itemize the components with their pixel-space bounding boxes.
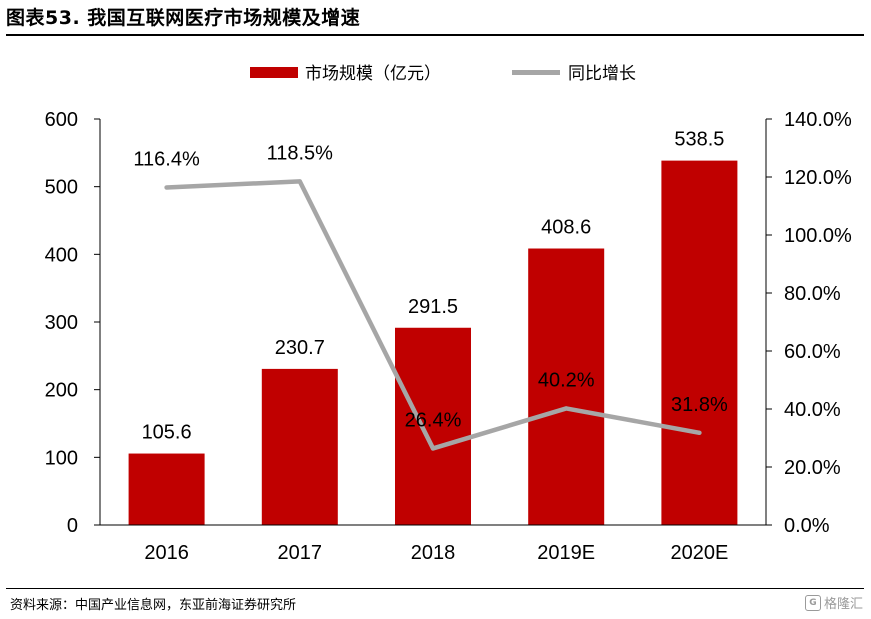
growth-point [697,430,702,435]
x-tick-label: 2017 [278,542,323,564]
bar [661,160,738,526]
y-left-tick-label: 600 [45,109,78,131]
legend-label-bar: 市场规模（亿元） [305,64,441,84]
growth-line-series [164,179,702,451]
bar [528,248,605,526]
y-right-tick-label: 20.0% [784,457,841,479]
growth-point [431,446,435,451]
title-rule [6,34,864,36]
chart: 市场规模（亿元） 同比增长 0 100 200 300 400 500 600 0.0% 20… [45,64,852,564]
y-left-tick-label: 500 [45,177,78,199]
bar-data-label: 230.7 [275,337,325,359]
bar-data-label: 105.6 [142,422,192,444]
growth-point [297,179,302,184]
bar-data-label: 408.6 [541,217,591,239]
legend-swatch-bar [250,67,298,78]
x-tick-label: 2020E [670,542,728,564]
bar [395,327,471,525]
source-rule [6,588,864,589]
watermark-logo-icon: G [804,594,821,611]
bar-data-label: 291.5 [408,296,458,318]
y-left-tick-label: 300 [45,312,78,334]
legend-label-line: 同比增长 [568,64,636,84]
figure-title: 图表53. 我国互联网医疗市场规模及增速 [6,7,361,29]
y-left-tick-label: 200 [45,380,78,402]
y-right-tick-label: 60.0% [784,341,841,363]
y-right-tick-label: 120.0% [784,167,852,189]
bar-series [128,160,738,526]
y-right-tick-label: 140.0% [784,109,852,131]
x-tick-label: 2016 [144,542,189,564]
bar [261,368,338,525]
legend: 市场规模（亿元） 同比增长 [250,64,636,84]
growth-point [564,406,569,411]
watermark-text: 格隆汇 [823,597,863,612]
y-right-tick-label: 100.0% [784,225,852,247]
y-axis-right: 0.0% 20.0% 40.0% 60.0% 80.0% 100.0% 120.0% 140.… [765,109,852,537]
line-data-label: 118.5% [267,142,334,164]
bar-data-label: 538.5 [674,129,724,151]
y-right-tick-label: 40.0% [784,399,841,421]
y-axis-left: 0 100 200 300 400 500 600 [45,109,101,537]
y-left-tick-label: 400 [45,244,78,266]
watermark: G 格隆汇 [804,593,863,612]
x-axis: 2016 2017 2018 2019E 2020E [100,524,766,564]
y-right-tick-label: 0.0% [784,515,830,537]
line-data-label: 116.4% [133,148,200,170]
x-tick-label: 2019E [537,542,595,564]
growth-point [164,185,169,190]
line-data-labels: 116.4% 118.5% 26.4% 40.2% 31.8% [133,142,728,431]
line-data-label: 40.2% [538,369,595,391]
y-right-tick-label: 80.0% [784,283,841,305]
source-note: 资料来源：中国产业信息网，东亚前海证券研究所 [10,598,297,613]
bar-data-labels: 105.6 230.7 291.5 408.6 538.5 [142,129,725,444]
y-left-tick-label: 100 [45,447,78,469]
bar [128,453,205,525]
line-data-label: 31.8% [671,394,728,416]
x-tick-label: 2018 [411,542,456,564]
line-data-label: 26.4% [405,409,462,431]
y-left-tick-label: 0 [67,515,78,537]
